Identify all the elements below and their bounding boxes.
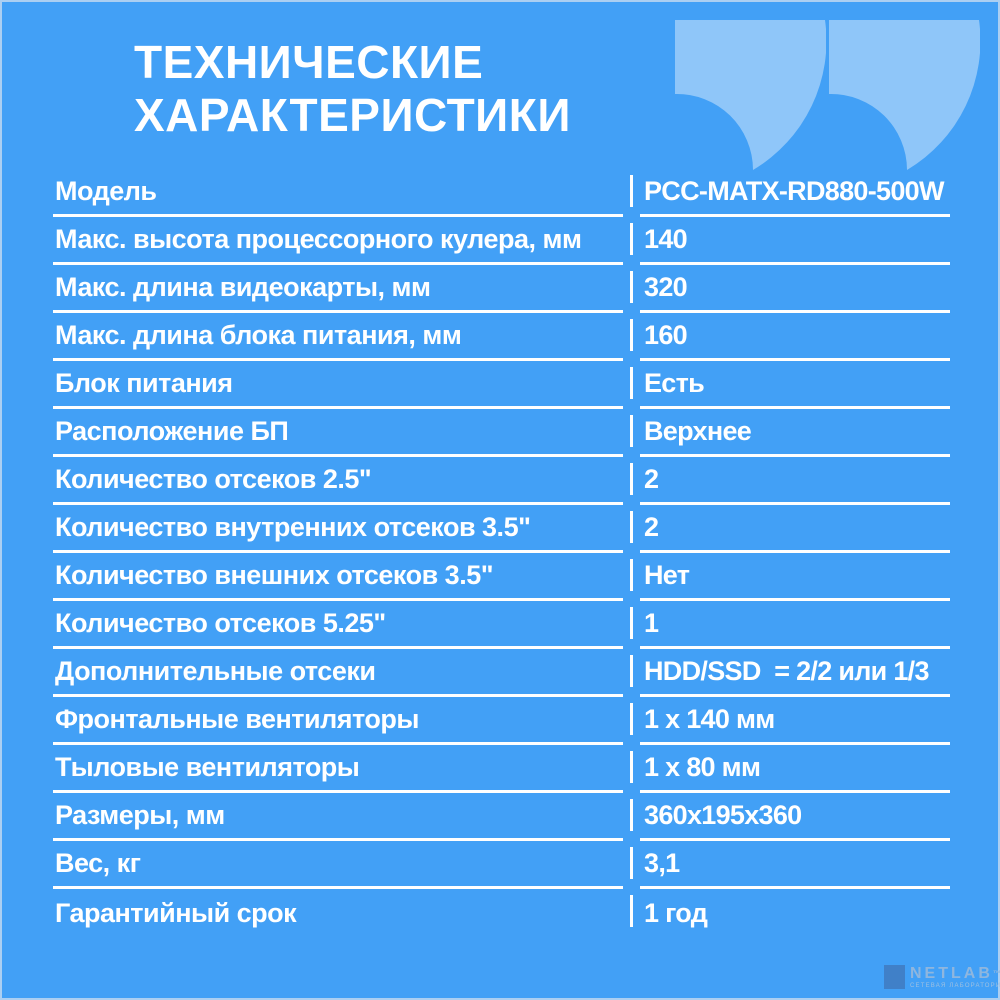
spec-label: Макс. длина блока питания, мм <box>53 313 623 361</box>
spec-row: Блок питания Есть <box>0 361 1000 409</box>
spec-row: Количество внешних отсеков 3.5" Нет <box>0 553 1000 601</box>
spec-row: Вес, кг 3,1 <box>0 841 1000 889</box>
spec-label: Количество внутренних отсеков 3.5" <box>53 505 623 553</box>
spec-value: 2 <box>630 457 950 505</box>
spec-row: Расположение БП Верхнее <box>0 409 1000 457</box>
page-title-line2: ХАРАКТЕРИСТИКИ <box>134 89 571 141</box>
spec-label: Количество отсеков 2.5" <box>53 457 623 505</box>
spec-value: 1 <box>630 601 950 649</box>
spec-row: Тыловые вентиляторы 1 x 80 мм <box>0 745 1000 793</box>
spec-value: HDD/SSD = 2/2 или 1/3 <box>630 649 950 697</box>
spec-value: 1 x 80 мм <box>630 745 950 793</box>
decorative-quotes <box>675 20 980 170</box>
spec-value: 1 год <box>630 889 950 937</box>
spec-value: 140 <box>630 217 950 265</box>
spec-value: 2 <box>630 505 950 553</box>
spec-label: Макс. высота процессорного кулера, мм <box>53 217 623 265</box>
spec-label: Тыловые вентиляторы <box>53 745 623 793</box>
spec-row: Дополнительные отсеки HDD/SSD = 2/2 или … <box>0 649 1000 697</box>
spec-row: Количество отсеков 5.25" 1 <box>0 601 1000 649</box>
spec-label: Количество отсеков 5.25" <box>53 601 623 649</box>
spec-label: Количество внешних отсеков 3.5" <box>53 553 623 601</box>
spec-value: 1 x 140 мм <box>630 697 950 745</box>
spec-value: 3,1 <box>630 841 950 889</box>
spec-value: 360x195x360 <box>630 793 950 841</box>
netlab-logo: NETLAB™ СЕТЕВАЯ ЛАБОРАТОРИЯ <box>884 965 1000 989</box>
spec-label: Расположение БП <box>53 409 623 457</box>
page-title-line1: ТЕХНИЧЕСКИЕ <box>134 36 484 88</box>
spec-row: Гарантийный срок 1 год <box>0 889 1000 937</box>
spec-row: Макс. высота процессорного кулера, мм 14… <box>0 217 1000 265</box>
spec-row: Макс. длина блока питания, мм 160 <box>0 313 1000 361</box>
spec-value: Нет <box>630 553 950 601</box>
spec-label: Макс. длина видеокарты, мм <box>53 265 623 313</box>
spec-row: Макс. длина видеокарты, мм 320 <box>0 265 1000 313</box>
spec-row: Фронтальные вентиляторы 1 x 140 мм <box>0 697 1000 745</box>
spec-value: PCC-MATX-RD880-500W <box>630 169 950 217</box>
page-title: ТЕХНИЧЕСКИЕ ХАРАКТЕРИСТИКИ <box>134 36 571 142</box>
spec-label: Фронтальные вентиляторы <box>53 697 623 745</box>
spec-label: Гарантийный срок <box>55 897 297 928</box>
trademark-symbol: ™ <box>992 969 1000 978</box>
spec-table: Модель PCC-MATX-RD880-500W Макс. высота … <box>0 169 1000 937</box>
netlab-logo-square-icon <box>884 965 905 989</box>
spec-row: Количество отсеков 2.5" 2 <box>0 457 1000 505</box>
spec-value: 320 <box>630 265 950 313</box>
spec-row: Размеры, мм 360x195x360 <box>0 793 1000 841</box>
spec-label: Размеры, мм <box>53 793 623 841</box>
spec-value: Верхнее <box>630 409 950 457</box>
netlab-tagline: СЕТЕВАЯ ЛАБОРАТОРИЯ <box>910 983 1000 989</box>
quote-shape-icon <box>675 20 826 170</box>
quote-shape-icon <box>829 20 980 170</box>
spec-row: Модель PCC-MATX-RD880-500W <box>0 169 1000 217</box>
netlab-brand-text: NETLAB <box>910 965 993 982</box>
spec-label: Вес, кг <box>53 841 623 889</box>
spec-label: Дополнительные отсеки <box>53 649 623 697</box>
spec-value: 160 <box>630 313 950 361</box>
spec-row: Количество внутренних отсеков 3.5" 2 <box>0 505 1000 553</box>
spec-label: Блок питания <box>53 361 623 409</box>
spec-label: Модель <box>53 169 623 217</box>
spec-value: Есть <box>630 361 950 409</box>
